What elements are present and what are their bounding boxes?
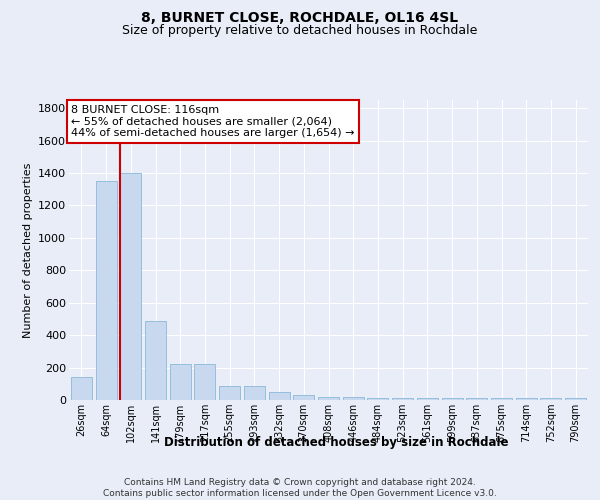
Text: 8 BURNET CLOSE: 116sqm
← 55% of detached houses are smaller (2,064)
44% of semi-: 8 BURNET CLOSE: 116sqm ← 55% of detached… [71, 105, 355, 138]
Bar [417, 398, 438, 400]
Bar [442, 398, 463, 400]
Bar [318, 397, 339, 400]
Bar [219, 386, 240, 400]
Bar [466, 398, 487, 400]
Bar [392, 398, 413, 400]
Bar [293, 396, 314, 400]
Text: 8, BURNET CLOSE, ROCHDALE, OL16 4SL: 8, BURNET CLOSE, ROCHDALE, OL16 4SL [142, 11, 458, 25]
Bar [170, 364, 191, 400]
Text: Distribution of detached houses by size in Rochdale: Distribution of detached houses by size … [164, 436, 508, 449]
Bar [71, 378, 92, 400]
Bar [95, 181, 116, 400]
Bar [244, 386, 265, 400]
Text: Size of property relative to detached houses in Rochdale: Size of property relative to detached ho… [122, 24, 478, 37]
Bar [565, 398, 586, 400]
Bar [516, 398, 537, 400]
Bar [541, 398, 562, 400]
Bar [120, 173, 141, 400]
Text: Contains HM Land Registry data © Crown copyright and database right 2024.
Contai: Contains HM Land Registry data © Crown c… [103, 478, 497, 498]
Bar [194, 364, 215, 400]
Bar [343, 397, 364, 400]
Y-axis label: Number of detached properties: Number of detached properties [23, 162, 32, 338]
Bar [269, 392, 290, 400]
Bar [491, 398, 512, 400]
Bar [367, 398, 388, 400]
Bar [145, 320, 166, 400]
